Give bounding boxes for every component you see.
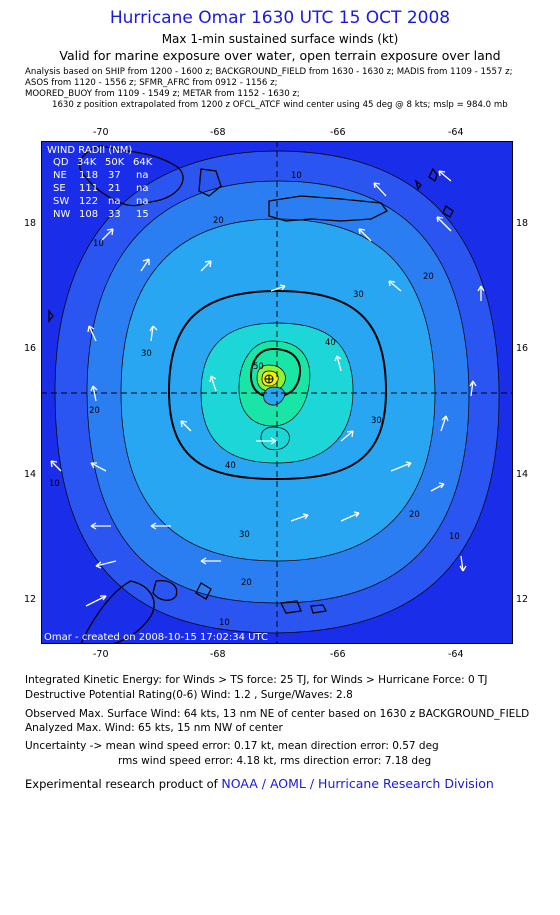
storm-center [264,374,274,384]
subtitle: Max 1-min sustained surface winds (kt) [161,32,399,46]
analysis-line-2: ASOS from 1120 - 1556 z; SFMR_AFRC from … [25,78,278,88]
lon-tick-bottom: -68 [210,649,226,660]
lat-tick-right: 16 [516,343,529,354]
radii-value: na [108,196,120,207]
land-outlines [48,145,454,644]
radii-value: 33 [108,209,121,220]
lat-tick-left: 16 [24,343,37,354]
radii-col-qd: QD [53,157,69,168]
lon-tick-top: -70 [93,127,109,138]
lon-tick-top: -64 [448,127,464,138]
contour-label: 10 [291,171,302,181]
analysis-line-4: 1630 z position extrapolated from 1200 z… [52,100,508,110]
map-frame [41,141,513,644]
radii-value: 122 [79,196,98,207]
product-prefix: Experimental research product of [25,777,218,791]
contour-label: 30 [371,416,382,426]
lat-tick-right: 18 [516,218,529,229]
weak-spot-south [260,426,290,451]
analyzed-max-wind: Analyzed Max. Wind: 65 kts, 15 nm NW of … [25,722,283,734]
contour-label: 20 [213,216,224,226]
uncertainty-mean: Uncertainty -> mean wind speed error: 0.… [25,740,439,752]
radii-value: 15 [136,209,149,220]
contour-labels: 10 10 10 10 10 20 20 20 20 20 30 30 30 3… [49,171,460,628]
calm-eye-contour [263,386,286,406]
hrd-link[interactable]: NOAA / AOML / Hurricane Research Divisio… [221,776,494,791]
contour-label: 40 [325,338,336,348]
contour-label: 10 [219,618,230,628]
lat-tick-left: 18 [24,218,37,229]
radii-value: 108 [79,209,98,220]
radii-value: na [136,170,148,181]
contour-label: 20 [423,272,434,282]
ike-line: Integrated Kinetic Energy: for Winds > T… [25,674,488,686]
wind-radii-header: WIND RADII (NM) [47,145,132,156]
observed-max-wind: Observed Max. Surface Wind: 64 kts, 13 n… [25,708,530,720]
analysis-line-3: MOORED_BUOY from 1109 - 1549 z; METAR fr… [25,89,300,99]
lat-tick-right: 12 [516,594,529,605]
wind-vectors [50,170,485,607]
lat-tick-right: 14 [516,469,529,480]
product-credit: Experimental research product of NOAA / … [25,776,494,791]
radii-quadrant: SE [53,183,66,194]
radii-value: 118 [79,170,98,181]
page-title: Hurricane Omar 1630 UTC 15 OCT 2008 [109,8,451,28]
radii-value: na [136,196,148,207]
radii-col-64k: 64K [133,157,153,168]
radii-quadrant: NW [53,209,70,220]
radii-value: 37 [108,170,121,181]
lon-tick-bottom: -64 [448,649,464,660]
lon-tick-bottom: -66 [330,649,346,660]
radii-quadrant: SW [53,196,69,207]
wind-field-map: 10 10 10 10 10 20 20 20 20 20 30 30 30 3… [41,141,513,644]
radii-col-34k: 34K [77,157,97,168]
contour-label: 30 [141,349,152,359]
contour-label: 20 [409,510,420,520]
dpr-line: Destructive Potential Rating(0-6) Wind: … [25,689,353,701]
contour-label: 30 [239,530,250,540]
uncertainty-rms: rms wind speed error: 4.18 kt, rms direc… [118,755,432,767]
wind-radii-table: WIND RADII (NM) QD 34K 50K 64K NE 118 37… [47,145,153,220]
contour-label: 10 [449,532,460,542]
radii-value: 21 [108,183,121,194]
contour-label: 20 [241,578,252,588]
lon-tick-top: -66 [330,127,346,138]
contour-label: 10 [93,239,104,249]
lon-tick-top: -68 [210,127,226,138]
lat-tick-left: 14 [24,469,37,480]
radii-quadrant: NE [53,170,67,181]
lat-tick-left: 12 [24,594,37,605]
contour-label: 50 [253,362,264,372]
radii-value: na [136,183,148,194]
contour-label: 10 [49,479,60,489]
contour-label: 20 [89,406,100,416]
radii-col-50k: 50K [105,157,125,168]
radii-value: 111 [79,183,98,194]
lon-tick-bottom: -70 [93,649,109,660]
validity-note: Valid for marine exposure over water, op… [59,48,501,63]
analysis-line-1: Analysis based on SHIP from 1200 - 1600 … [25,67,513,77]
contour-label: 40 [225,461,236,471]
credit-line: Omar - created on 2008-10-15 17:02:34 UT… [44,632,268,643]
contour-label: 30 [353,290,364,300]
